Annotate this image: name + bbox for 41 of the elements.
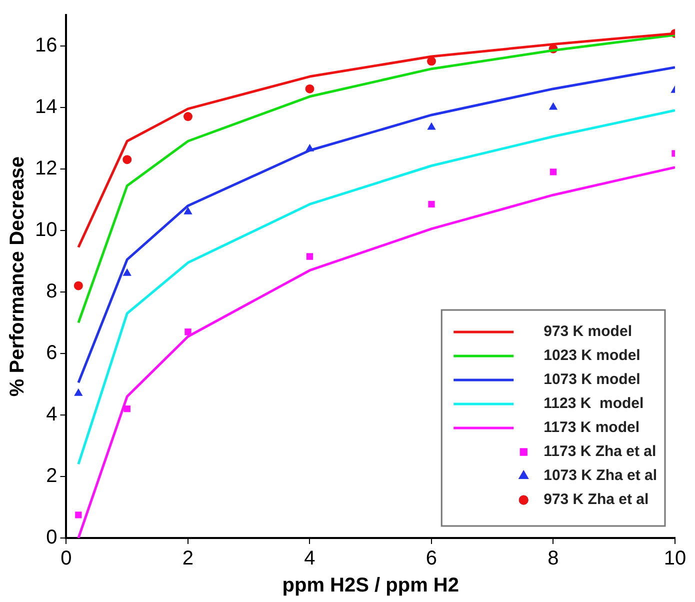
y-tick-label: 6 (46, 342, 58, 364)
y-tick-label: 10 (34, 218, 58, 241)
point (122, 155, 132, 164)
legend-label: 1073 K model (544, 371, 640, 388)
point (428, 200, 435, 208)
point (184, 207, 192, 214)
legend-label: 1173 K Zha et al (544, 443, 656, 460)
y-tick-label: 0 (46, 526, 58, 549)
point (184, 328, 192, 336)
x-tick-label: 8 (548, 548, 559, 570)
point (550, 168, 557, 176)
y-tick-label: 8 (46, 280, 58, 302)
point (124, 405, 130, 412)
legend-label: 1023 K model (544, 347, 640, 364)
x-tick-label: 2 (182, 548, 194, 570)
x-axis-title: ppm H2S / ppm H2 (282, 574, 459, 597)
x-tick-label: 10 (664, 548, 686, 570)
legend-label: 1173 K model (544, 419, 640, 436)
y-axis-title: % Performance Decrease (6, 156, 29, 397)
legend-label: 973 K Zha et al (544, 491, 649, 508)
legend-label: 1073 K Zha et al (544, 467, 658, 484)
point (183, 112, 192, 122)
y-tick-label: 2 (46, 464, 58, 487)
x-tick-label: 0 (60, 548, 72, 570)
x-tick-label: 6 (426, 548, 438, 570)
y-tick-label: 12 (34, 157, 58, 180)
point (428, 122, 436, 130)
legend-label: 973 K model (544, 323, 632, 340)
legend-label: 1123 K model (544, 395, 644, 412)
y-tick-label: 16 (34, 34, 58, 56)
x-tick-label: 4 (304, 548, 316, 570)
point (75, 512, 82, 518)
point (305, 84, 314, 94)
point (549, 102, 558, 110)
point (74, 281, 83, 290)
point (427, 56, 436, 66)
point (306, 253, 314, 260)
y-tick-label: 4 (46, 403, 58, 426)
point (74, 388, 82, 396)
point (123, 268, 132, 276)
y-tick-label: 14 (34, 96, 58, 118)
